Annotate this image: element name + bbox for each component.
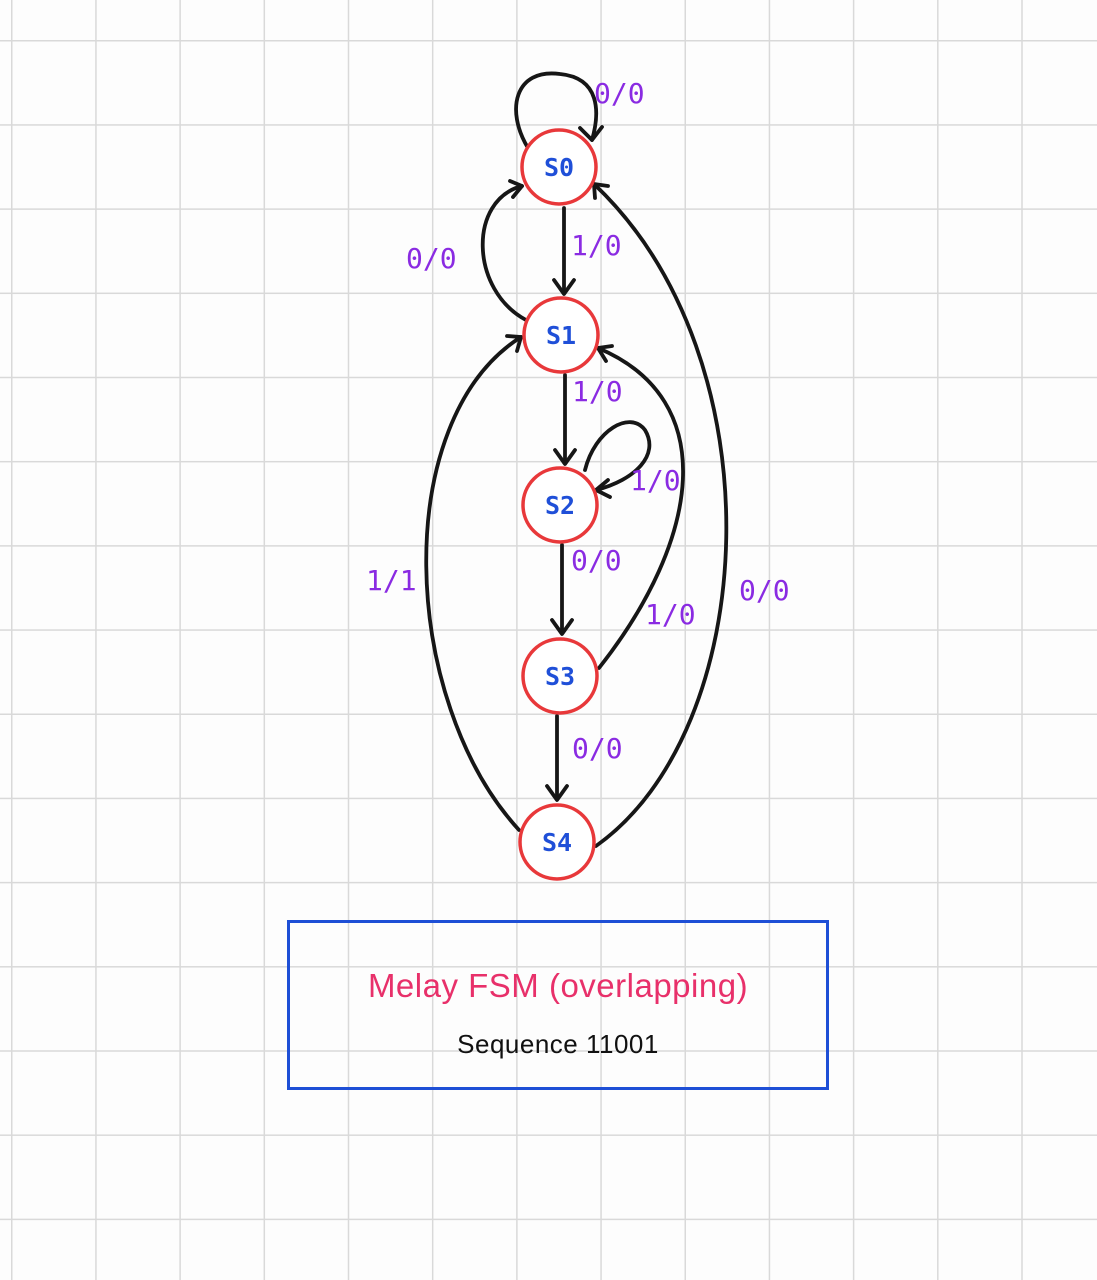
state-label-s1: S1 <box>546 321 576 350</box>
arrowhead-s2-s3 <box>550 618 574 636</box>
label-s0-s1: 1/0 <box>571 229 622 262</box>
state-circle-s4 <box>518 803 596 881</box>
state-label-s0: S0 <box>544 153 574 182</box>
edge-s4-s0 <box>592 182 729 848</box>
arrowhead-s0-s0 <box>578 125 604 142</box>
state-circle-s3 <box>521 637 599 715</box>
state-s1: S1 <box>522 296 600 374</box>
state-circle-s2 <box>521 466 599 544</box>
state-circle-s1 <box>522 296 600 374</box>
edge-s2-s2 <box>583 420 652 492</box>
label-s1-s0: 0/0 <box>406 242 457 275</box>
label-s4-s1: 1/1 <box>366 564 417 597</box>
diagram-title: Melay FSM (overlapping) <box>367 967 749 1004</box>
state-label-s4: S4 <box>542 828 572 857</box>
arrowhead-s1-s2 <box>553 448 577 466</box>
edge-s1-s0 <box>480 184 528 322</box>
arrowhead-s0-s1 <box>552 278 576 296</box>
edge-s0-s0 <box>514 71 599 150</box>
label-s4-s0: 0/0 <box>739 574 790 607</box>
state-s4: S4 <box>518 803 596 881</box>
label-s3-s4: 0/0 <box>572 732 623 765</box>
arrowhead-s1-s0 <box>508 179 524 199</box>
arrowhead-s4-s0 <box>592 182 610 200</box>
state-s3: S3 <box>521 637 599 715</box>
arrowhead-s4-s1 <box>505 334 523 353</box>
arrowhead-s3-s1 <box>596 344 614 363</box>
label-s2-s3: 0/0 <box>571 544 622 577</box>
state-s0: S0 <box>520 128 598 206</box>
label-s2-s2: 1/0 <box>630 464 681 497</box>
label-s1-s2: 1/0 <box>572 375 623 408</box>
arrowhead-s2-s2 <box>594 478 612 499</box>
state-circle-s0 <box>520 128 598 206</box>
state-label-s3: S3 <box>545 662 575 691</box>
state-label-s2: S2 <box>545 491 575 520</box>
caption-box: Melay FSM (overlapping) Sequence 11001 <box>287 920 829 1090</box>
label-s0-s0: 0/0 <box>594 77 645 110</box>
arrowhead-s3-s4 <box>545 784 569 802</box>
state-s2: S2 <box>521 466 599 544</box>
diagram-subtitle: Sequence 11001 <box>457 1029 659 1059</box>
edge-s3-s1 <box>596 346 685 670</box>
edge-s4-s1 <box>424 335 523 832</box>
label-s3-s1: 1/0 <box>645 598 696 631</box>
